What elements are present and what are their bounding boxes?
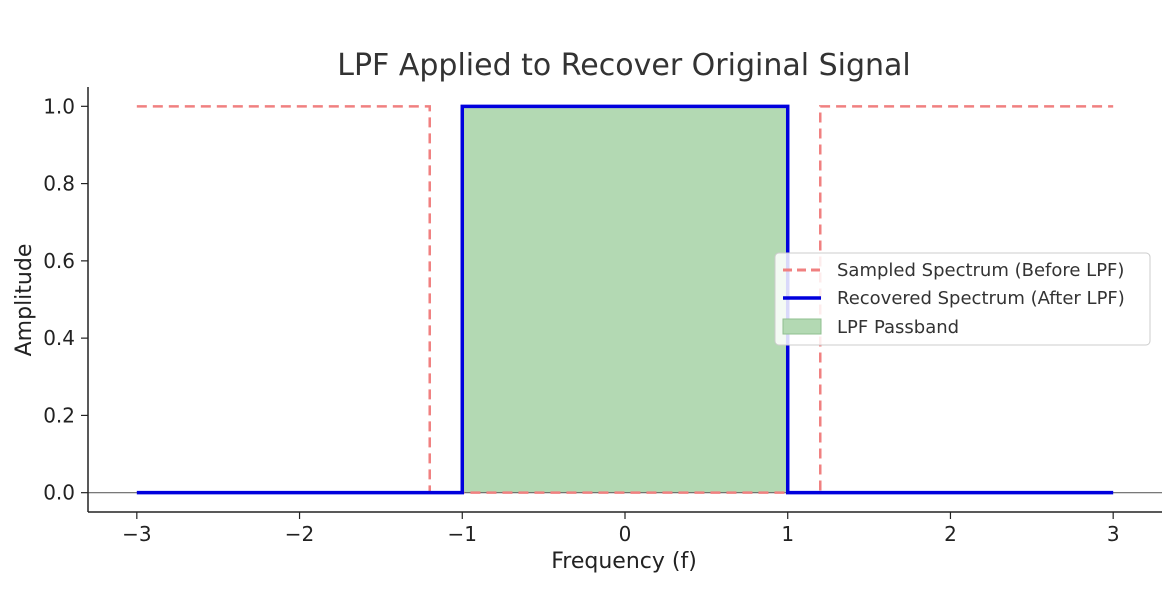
legend-label-passband: LPF Passband <box>837 317 959 338</box>
x-tick-label: 0 <box>619 522 632 546</box>
legend-box <box>774 252 1151 346</box>
x-tick-label: −2 <box>285 522 314 546</box>
y-tick-label: 0.2 <box>43 403 75 427</box>
y-tick-label: 1.0 <box>43 94 75 118</box>
x-axis-label: Frequency (f) <box>551 549 697 574</box>
x-tick-label: −1 <box>448 522 477 546</box>
series-line-0 <box>136 105 1114 494</box>
x-tick-label: 2 <box>944 522 957 546</box>
legend-label-sampled: Sampled Spectrum (Before LPF) <box>837 260 1124 281</box>
y-tick-label: 0.6 <box>43 249 75 273</box>
y-tick-label: 0.0 <box>43 481 75 505</box>
y-axis-label: Amplitude <box>12 244 37 357</box>
fills-layer <box>462 106 788 493</box>
chart-title: LPF Applied to Recover Original Signal <box>337 48 911 83</box>
passband-fill-0 <box>462 106 788 493</box>
x-tick-label: 1 <box>781 522 794 546</box>
legend-swatch-passband <box>782 318 822 335</box>
legend-label-recovered: Recovered Spectrum (After LPF) <box>837 288 1125 309</box>
series-layer <box>136 104 1114 495</box>
y-tick-label: 0.4 <box>43 326 75 350</box>
x-tick-label: 3 <box>1107 522 1120 546</box>
y-tick-label: 0.8 <box>43 172 75 196</box>
legend: Sampled Spectrum (Before LPF) Recovered … <box>774 252 1151 346</box>
ticks-layer: −3 −2 −1 0 1 2 3 0.0 0.2 0.4 0.6 0.8 1.0 <box>43 94 1119 546</box>
series-line-1 <box>136 104 1114 495</box>
x-tick-label: −3 <box>122 522 151 546</box>
